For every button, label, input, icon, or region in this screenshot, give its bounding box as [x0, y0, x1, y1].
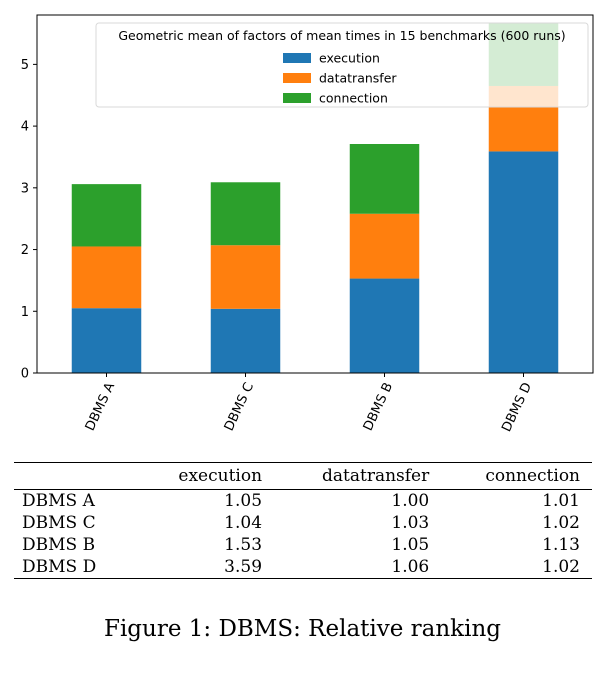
y-tick-label: 3: [21, 181, 29, 196]
y-tick-label: 1: [21, 305, 29, 320]
bar-datatransfer-dbms-c: [210, 245, 281, 309]
table-cell: 1.05: [391, 535, 430, 555]
table-cell: 1.53: [224, 535, 263, 555]
table-cell-label: DBMS A: [22, 491, 95, 511]
table-cell: 1.03: [391, 513, 430, 533]
table-cell-label: DBMS D: [22, 557, 97, 577]
table-header-datatransfer: datatransfer: [322, 466, 430, 486]
table-cell-label: DBMS C: [22, 513, 96, 533]
table-header-row: execution datatransfer connection: [14, 462, 592, 490]
figure-caption: Figure 1: DBMS: Relative ranking: [103, 616, 502, 642]
table-cell: 1.02: [542, 513, 580, 533]
x-tick-label: DBMS A: [83, 380, 118, 433]
table-header-connection: connection: [485, 466, 580, 486]
table-header-corner: [14, 463, 138, 490]
table-cell: 3.59: [224, 557, 263, 577]
y-axis: 0 1 2 3 4 5: [21, 58, 37, 382]
y-tick-label: 2: [21, 243, 29, 258]
legend-swatch-execution: [283, 53, 311, 63]
legend-swatch-datatransfer: [283, 73, 311, 83]
bar-datatransfer-dbms-a: [71, 246, 142, 309]
legend-swatch-connection: [283, 93, 311, 103]
plot-frame: [36, 14, 594, 374]
y-tick-label: 4: [21, 120, 29, 135]
bar-connection-dbms-a: [71, 184, 142, 247]
x-axis: DBMS A DBMS C DBMS B DBMS D: [83, 373, 535, 434]
table-header-execution: execution: [178, 466, 263, 486]
bar-datatransfer-dbms-b: [349, 213, 420, 279]
x-tick-label: DBMS D: [499, 380, 535, 434]
stacked-bar-chart: 0 1 2 3 4 5 DBMS A DBMS C DBMS B DBMS D Geometri…: [21, 14, 594, 434]
data-table: execution datatransfer connection DBMS A…: [14, 462, 592, 579]
bar-connection-dbms-b: [349, 144, 420, 214]
table-row: DBMS C 1.04 1.03 1.02: [14, 512, 592, 534]
table-cell: 1.05: [224, 491, 263, 511]
table-row: DBMS B 1.53 1.05 1.13: [14, 534, 592, 556]
table-row: DBMS D 3.59 1.06 1.02: [14, 556, 592, 579]
bar-connection-dbms-c: [210, 182, 281, 246]
x-tick-label: DBMS C: [222, 380, 257, 433]
bar-execution-dbms-d: [488, 151, 559, 373]
legend: Geometric mean of factors of mean times …: [95, 22, 589, 108]
bars-group: [71, 23, 559, 373]
bar-execution-dbms-a: [71, 308, 142, 373]
bar-execution-dbms-b: [349, 278, 420, 373]
table-cell-label: DBMS B: [22, 535, 96, 555]
legend-label-connection: connection: [319, 91, 388, 106]
table-row: DBMS A 1.05 1.00 1.01: [14, 490, 592, 513]
table-cell: 1.01: [542, 491, 580, 511]
table-cell: 1.00: [391, 491, 430, 511]
table-cell: 1.13: [542, 535, 580, 555]
legend-label-execution: execution: [319, 51, 380, 66]
bar-execution-dbms-c: [210, 308, 281, 373]
x-tick-label: DBMS B: [361, 380, 396, 433]
y-tick-label: 0: [21, 367, 29, 382]
table-cell: 1.04: [224, 513, 263, 533]
table-cell: 1.02: [542, 557, 580, 577]
table-cell: 1.06: [391, 557, 430, 577]
y-tick-label: 5: [21, 58, 29, 73]
legend-title: Geometric mean of factors of mean times …: [118, 28, 565, 43]
legend-box: [95, 22, 589, 108]
legend-label-datatransfer: datatransfer: [319, 71, 397, 86]
